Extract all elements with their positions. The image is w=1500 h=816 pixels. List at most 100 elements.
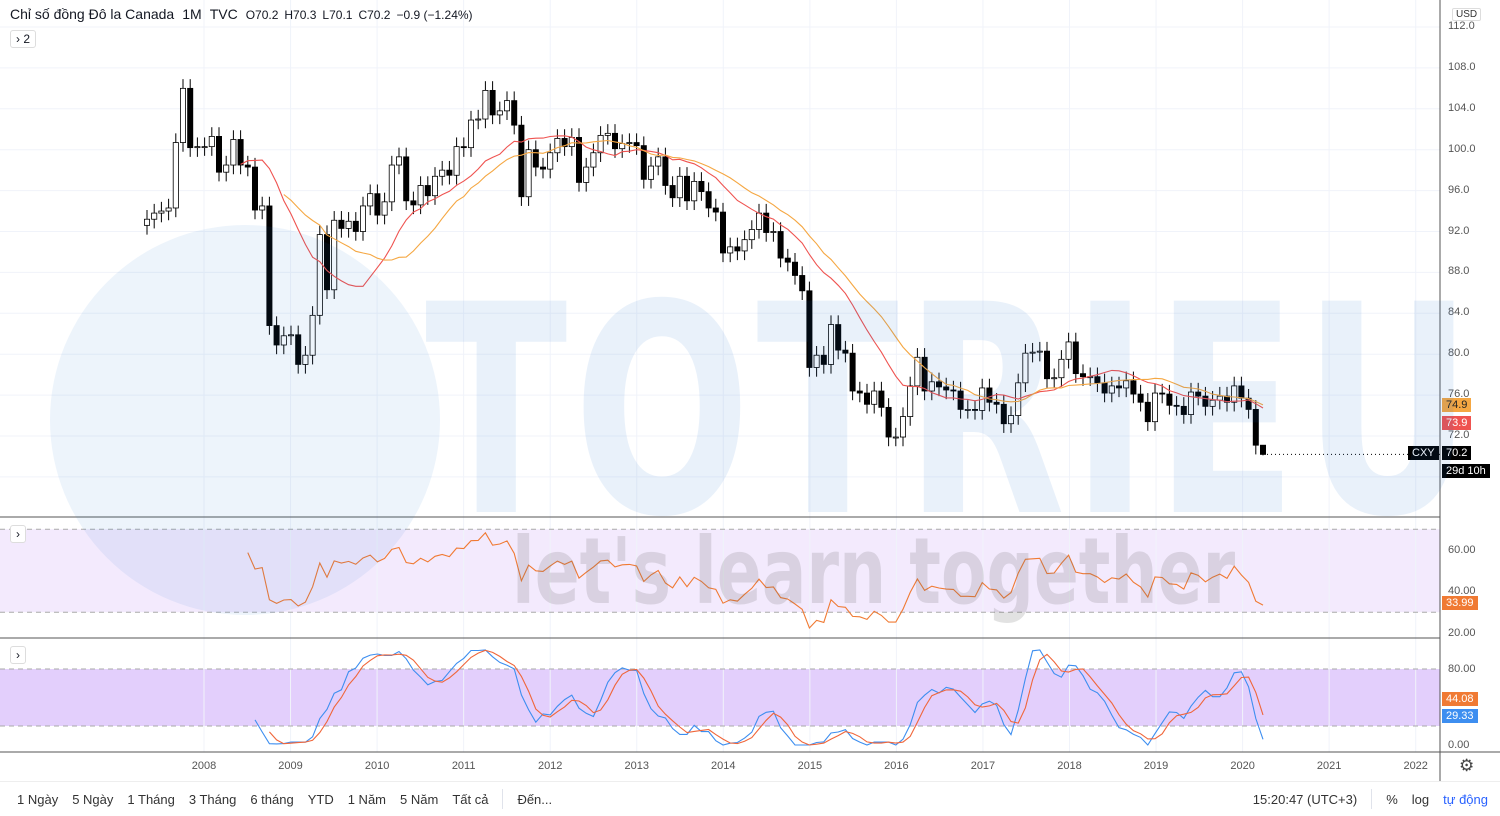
ma-orange-line [283,139,1264,406]
stoch-d-line [268,649,1264,746]
candle [1152,392,1159,423]
candle [928,381,935,392]
rsi-axis-label: 40.00 [1448,585,1476,597]
candle [885,406,892,438]
rsi-value-badge: 33.99 [1442,596,1478,610]
candle [244,164,251,168]
gear-icon[interactable]: ⚙ [1459,756,1475,775]
candle [633,142,640,147]
candle [626,142,633,144]
candle [662,156,669,186]
stoch-d-badge: 44.08 [1442,692,1478,706]
candle [1008,415,1015,425]
candle [424,185,431,197]
range-all[interactable]: Tất cả [452,791,489,807]
candle [259,205,266,211]
candle [194,146,201,149]
candle [410,200,417,206]
candle [359,205,366,232]
candle [957,390,964,410]
candle [892,436,899,439]
range-1d[interactable]: 1 Ngày [17,791,59,807]
candle [446,169,453,176]
ohlc-close: C70.2 [358,8,391,22]
candle [1159,392,1166,395]
price-axis-label: 80.0 [1448,347,1470,360]
candle [748,229,755,241]
candle [453,146,460,176]
candle [367,193,374,207]
candle [266,205,273,326]
candle [1137,393,1144,403]
candle [1260,444,1267,455]
clock[interactable]: 15:20:47 (UTC+3) [1252,791,1358,807]
watermark-brand: TOTRIEU [425,244,1479,581]
candle [496,110,503,116]
candle [1094,376,1101,384]
range-ytd[interactable]: YTD [307,791,334,807]
candle [223,164,230,173]
candle [1123,380,1130,389]
stoch-collapse-button[interactable]: › [10,646,26,664]
candle [417,185,424,206]
candle [1044,350,1051,380]
exchange: TVC [209,6,238,22]
candle [547,152,554,170]
candle [561,138,568,148]
bottom-toolbar: 1 Ngày 5 Ngày 1 Tháng 3 Tháng 6 tháng YT… [0,781,1500,816]
candle [871,390,878,405]
candle [345,220,352,229]
candle [1188,391,1195,415]
chart-canvas[interactable] [0,0,1500,781]
candle [813,354,820,368]
percent-toggle[interactable]: % [1386,791,1398,807]
goto-date-button[interactable]: Đến... [517,791,553,807]
candle [720,211,727,254]
range-1y[interactable]: 1 Năm [347,791,387,807]
candle [648,165,655,180]
auto-scale-toggle[interactable]: tự động [1443,791,1488,807]
range-3m[interactable]: 3 Tháng [188,791,237,807]
candle [1065,341,1072,360]
candle [907,385,914,417]
time-axis-label: 2014 [711,760,736,772]
price-axis-label: 88.0 [1448,265,1470,278]
time-axis-label: 2016 [884,760,909,772]
candle [799,275,806,292]
indicators-toggle-button[interactable]: › 2 [10,30,37,48]
candle [864,392,871,405]
watermark-logo-circle [50,225,440,615]
time-axis-label: 2015 [797,760,823,772]
candle [1080,373,1087,378]
candle [403,156,410,202]
candle [309,314,316,356]
candle [172,142,179,209]
candle [964,409,971,411]
range-5y[interactable]: 5 Năm [400,791,439,807]
price-axis-label: 104.0 [1448,101,1476,114]
candle [597,134,604,154]
ma-red-line [240,135,1264,409]
time-axis-label: 2019 [1143,760,1169,772]
ohlc-change: −0.9 (−1.24%) [396,8,473,22]
candle [921,356,928,392]
candle [352,220,359,232]
time-axis-label: 2021 [1316,760,1342,772]
candle [900,416,907,438]
candle [280,335,287,346]
symbol-title: Chỉ số đồng Đô la Canada [10,6,175,22]
log-toggle[interactable]: log [1411,791,1430,807]
candle [395,156,402,166]
candle [914,356,921,387]
candle [1202,395,1209,407]
rsi-collapse-button[interactable]: › [10,525,26,543]
ohlc-low: L70.1 [322,8,353,22]
interval[interactable]: 1M [182,6,202,22]
range-6m[interactable]: 6 tháng [250,791,294,807]
range-1m[interactable]: 1 Tháng [127,791,175,807]
candle [1209,399,1216,407]
candle [878,390,885,408]
currency-label[interactable]: USD [1452,8,1482,21]
range-5d[interactable]: 5 Ngày [72,791,114,807]
time-axis-label: 2008 [191,760,217,772]
